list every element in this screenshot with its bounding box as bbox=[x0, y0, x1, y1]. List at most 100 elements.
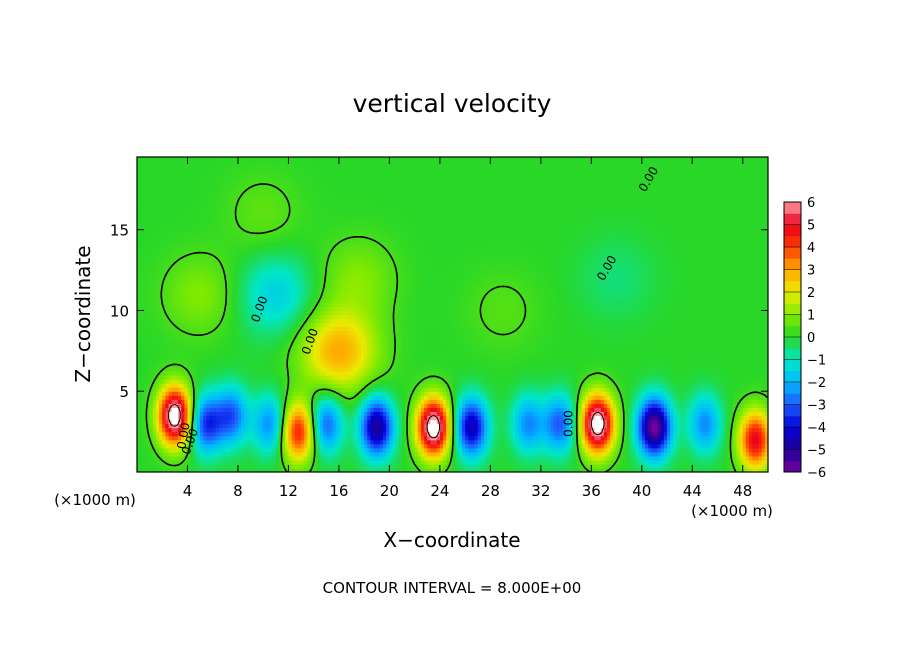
field-cell bbox=[209, 451, 214, 457]
field-cell bbox=[222, 383, 226, 388]
field-cell bbox=[187, 286, 192, 291]
field-cell bbox=[174, 391, 179, 396]
field-cell bbox=[222, 294, 226, 299]
field-cell bbox=[155, 290, 160, 295]
field-cell bbox=[162, 463, 166, 469]
field-cell bbox=[162, 451, 166, 457]
field-cell bbox=[212, 411, 217, 417]
field-cell bbox=[178, 270, 182, 275]
field-cell bbox=[165, 189, 170, 194]
field-cell bbox=[165, 217, 170, 223]
field-cell bbox=[174, 213, 179, 219]
field-cell bbox=[193, 383, 198, 388]
field-cell bbox=[155, 415, 160, 421]
field-cell bbox=[152, 161, 157, 166]
field-cell bbox=[215, 443, 220, 449]
field-cell bbox=[203, 241, 208, 247]
field-cell bbox=[159, 338, 163, 344]
field-cell bbox=[181, 415, 185, 421]
field-cell bbox=[140, 367, 144, 372]
field-cell bbox=[181, 173, 185, 178]
field-cell bbox=[174, 290, 179, 295]
field-cell bbox=[162, 257, 166, 263]
field-cell bbox=[196, 467, 201, 472]
field-cell bbox=[149, 451, 154, 457]
field-cell bbox=[219, 282, 223, 287]
field-cell bbox=[184, 213, 189, 219]
field-cell bbox=[165, 213, 170, 219]
field-cell bbox=[209, 383, 214, 388]
field-cell bbox=[174, 467, 179, 472]
field-cell bbox=[159, 249, 163, 255]
field-cell bbox=[212, 371, 217, 376]
field-cell bbox=[174, 415, 179, 421]
field-cell bbox=[140, 165, 144, 170]
field-cell bbox=[222, 209, 226, 215]
field-cell bbox=[215, 290, 220, 295]
field-cell bbox=[225, 326, 230, 332]
field-cell bbox=[219, 423, 223, 429]
field-cell bbox=[155, 330, 160, 336]
field-cell bbox=[137, 467, 141, 472]
field-cell bbox=[190, 407, 195, 413]
field-cell bbox=[206, 177, 211, 182]
field-cell bbox=[190, 371, 195, 376]
field-cell bbox=[203, 217, 208, 223]
field-cell bbox=[222, 338, 226, 344]
field-cell bbox=[171, 185, 176, 190]
field-cell bbox=[174, 173, 179, 178]
field-cell bbox=[165, 278, 170, 283]
field-cell bbox=[146, 237, 151, 243]
field-cell bbox=[149, 463, 154, 469]
field-cell bbox=[193, 294, 198, 299]
field-cell bbox=[149, 455, 154, 461]
field-cell bbox=[140, 241, 144, 247]
field-cell bbox=[165, 165, 170, 170]
field-cell bbox=[140, 169, 144, 174]
field-cell bbox=[222, 253, 226, 259]
field-cell bbox=[206, 419, 211, 425]
field-cell bbox=[174, 387, 179, 392]
field-cell bbox=[187, 173, 192, 178]
field-cell bbox=[159, 229, 163, 235]
field-cell bbox=[196, 419, 201, 425]
field-cell bbox=[196, 253, 201, 259]
field-cell bbox=[215, 350, 220, 356]
field-cell bbox=[178, 395, 182, 400]
field-cell bbox=[225, 350, 230, 356]
field-cell bbox=[193, 387, 198, 392]
field-cell bbox=[190, 262, 195, 267]
field-cell bbox=[184, 270, 189, 275]
field-cell bbox=[146, 326, 151, 332]
field-cell bbox=[206, 467, 211, 472]
field-cell bbox=[181, 157, 185, 162]
field-cell bbox=[149, 411, 154, 417]
field-cell bbox=[155, 455, 160, 461]
field-cell bbox=[171, 225, 176, 231]
field-cell bbox=[155, 395, 160, 400]
field-cell bbox=[219, 177, 223, 182]
field-cell bbox=[152, 395, 157, 400]
field-cell bbox=[165, 367, 170, 372]
field-cell bbox=[215, 237, 220, 243]
field-cell bbox=[187, 342, 192, 348]
field-cell bbox=[146, 266, 151, 271]
field-cell bbox=[203, 298, 208, 303]
field-cell bbox=[184, 350, 189, 356]
field-cell bbox=[193, 379, 198, 384]
field-cell bbox=[181, 165, 185, 170]
field-cell bbox=[149, 185, 154, 190]
field-cell bbox=[178, 233, 182, 239]
field-cell bbox=[203, 459, 208, 465]
field-cell bbox=[187, 274, 192, 279]
field-cell bbox=[140, 379, 144, 384]
field-cell bbox=[219, 290, 223, 295]
field-cell bbox=[200, 371, 204, 376]
field-cell bbox=[187, 350, 192, 356]
field-cell bbox=[187, 383, 192, 388]
field-cell bbox=[203, 169, 208, 174]
field-cell bbox=[225, 298, 230, 303]
field-cell bbox=[143, 391, 148, 396]
field-cell bbox=[200, 237, 204, 243]
field-cell bbox=[178, 177, 182, 182]
